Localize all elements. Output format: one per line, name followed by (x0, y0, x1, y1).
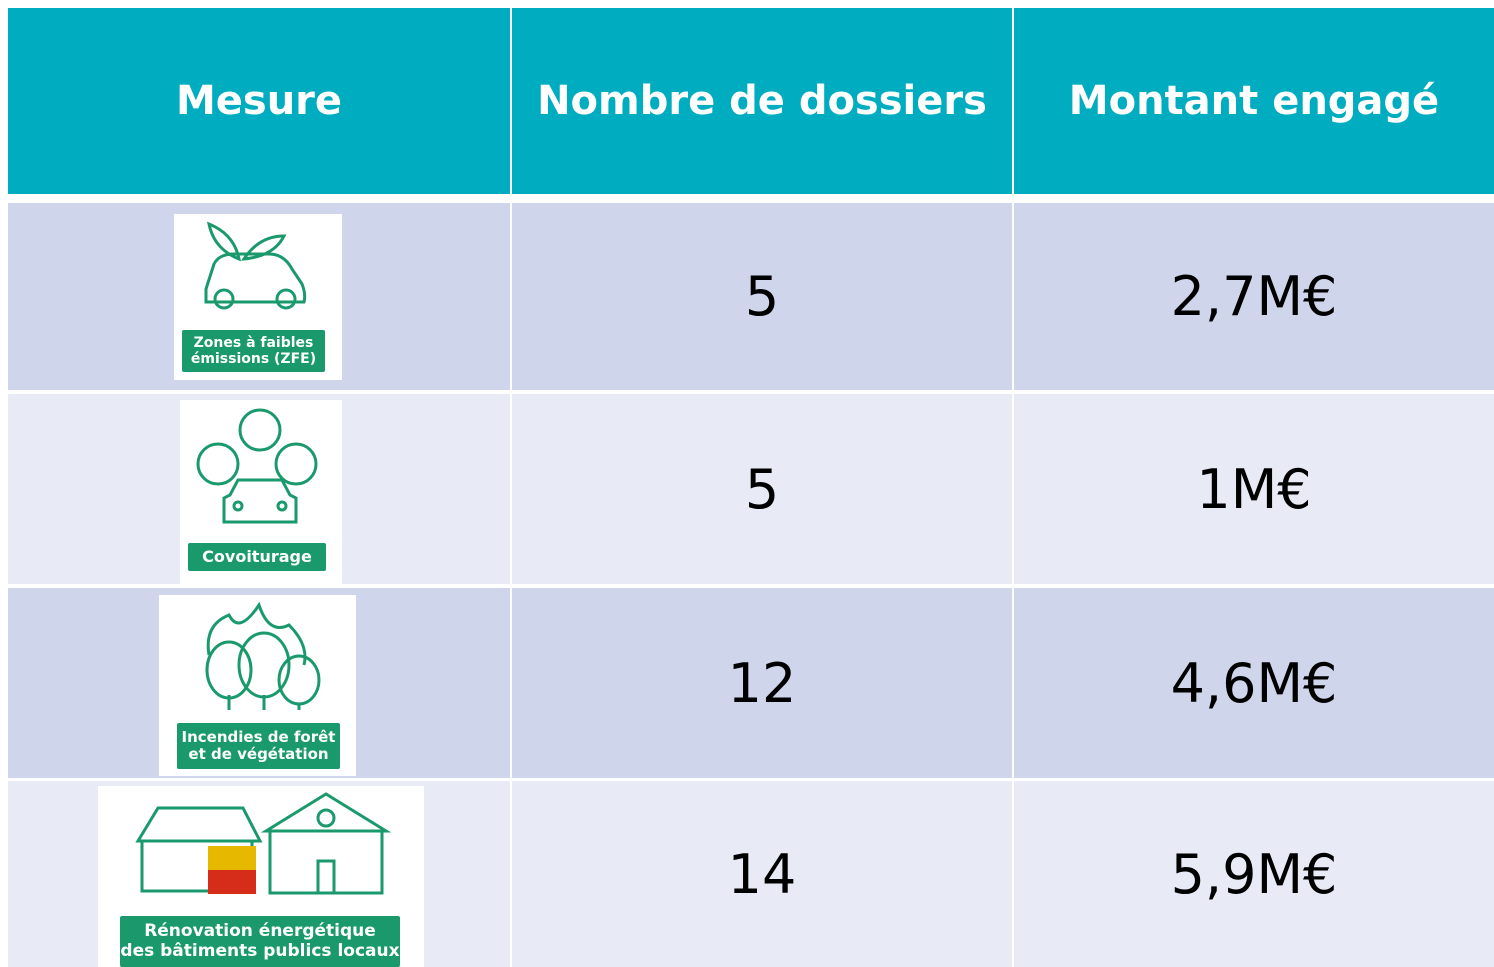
row-cell: 1M€ (1014, 394, 1494, 584)
count: 14 (727, 842, 797, 906)
header-cell: Montant engagé (1014, 8, 1494, 194)
header-cell: Nombre de dossiers (512, 8, 1012, 194)
icon: Zones à faibles émissions (ZFE) (174, 214, 342, 380)
icon-label-line: des bâtiments publics locaux (120, 940, 400, 961)
icon-label-line: Covoiturage (202, 546, 312, 566)
icon-label-line: Rénovation énergétique (144, 920, 376, 941)
row-cell: 5 (512, 203, 1012, 390)
icon-art (205, 601, 321, 710)
row-cell: 5,9M€ (1014, 781, 1494, 967)
amount: 4,6M€ (1170, 651, 1338, 715)
header-text: Mesure (175, 78, 343, 124)
icon: Covoiturage (180, 400, 342, 584)
icon-art (196, 408, 318, 524)
icon: Incendies de forêt et de végétation (159, 595, 356, 776)
row-cell: 12 (512, 588, 1012, 778)
icon-label-line: et de végétation (188, 745, 329, 763)
amount: 5,9M€ (1170, 842, 1338, 906)
header-text: Nombre de dossiers (537, 78, 987, 124)
icon-art (204, 221, 307, 310)
icon-label: Incendies de forêt et de végétation (177, 723, 340, 769)
count: 5 (744, 265, 780, 328)
icon-label: Zones à faibles émissions (ZFE) (182, 330, 325, 372)
icon-label-line: Incendies de forêt (181, 727, 336, 746)
icon: Rénovation énergétique des bâtiments pub… (98, 786, 424, 967)
row-cell: 14 (512, 781, 1012, 967)
row-cell: 4,6M€ (1014, 588, 1494, 778)
icon-label-line: émissions (ZFE) (190, 351, 317, 367)
row-cell: 2,7M€ (1014, 203, 1494, 390)
count: 12 (727, 651, 797, 715)
header-cell: Mesure (8, 8, 510, 194)
amount: 1M€ (1196, 457, 1312, 521)
icon-label: Rénovation énergétique des bâtiments pub… (120, 916, 400, 967)
icon-art (135, 792, 392, 895)
row-cell: 5 (512, 394, 1012, 584)
amount: 2,7M€ (1170, 265, 1338, 328)
icon-label-line: Zones à faibles (193, 334, 314, 351)
icon-label: Covoiturage (188, 543, 326, 571)
header-text: Montant engagé (1068, 78, 1440, 124)
count: 5 (744, 457, 780, 521)
